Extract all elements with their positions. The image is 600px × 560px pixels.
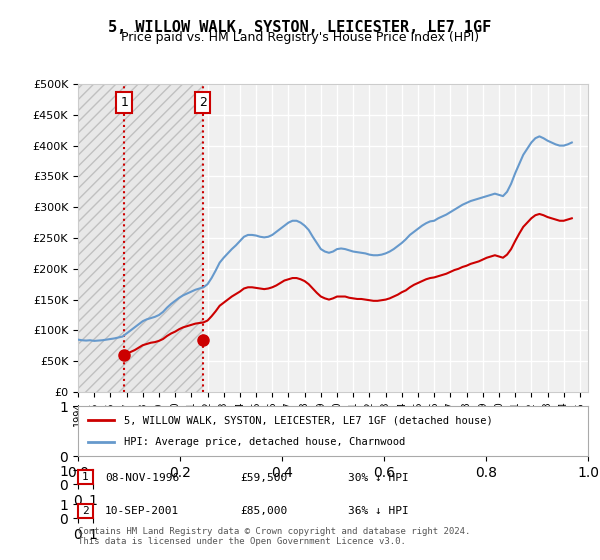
Bar <box>78 84 124 392</box>
Text: 1: 1 <box>82 473 89 482</box>
Text: 2: 2 <box>199 96 206 109</box>
Text: £85,000: £85,000 <box>240 506 287 516</box>
Text: £59,500: £59,500 <box>240 473 287 483</box>
Text: Price paid vs. HM Land Registry's House Price Index (HPI): Price paid vs. HM Land Registry's House … <box>121 31 479 44</box>
Text: 08-NOV-1996: 08-NOV-1996 <box>105 473 179 483</box>
Text: HPI: Average price, detached house, Charnwood: HPI: Average price, detached house, Char… <box>124 437 405 447</box>
Bar <box>124 84 203 392</box>
Text: 36% ↓ HPI: 36% ↓ HPI <box>348 506 409 516</box>
Text: 5, WILLOW WALK, SYSTON, LEICESTER, LE7 1GF: 5, WILLOW WALK, SYSTON, LEICESTER, LE7 1… <box>109 20 491 35</box>
Text: 2: 2 <box>82 506 89 516</box>
Text: 10-SEP-2001: 10-SEP-2001 <box>105 506 179 516</box>
Text: 5, WILLOW WALK, SYSTON, LEICESTER, LE7 1GF (detached house): 5, WILLOW WALK, SYSTON, LEICESTER, LE7 1… <box>124 415 493 425</box>
Text: 1: 1 <box>120 96 128 109</box>
Text: 30% ↓ HPI: 30% ↓ HPI <box>348 473 409 483</box>
Text: Contains HM Land Registry data © Crown copyright and database right 2024.
This d: Contains HM Land Registry data © Crown c… <box>78 526 470 546</box>
